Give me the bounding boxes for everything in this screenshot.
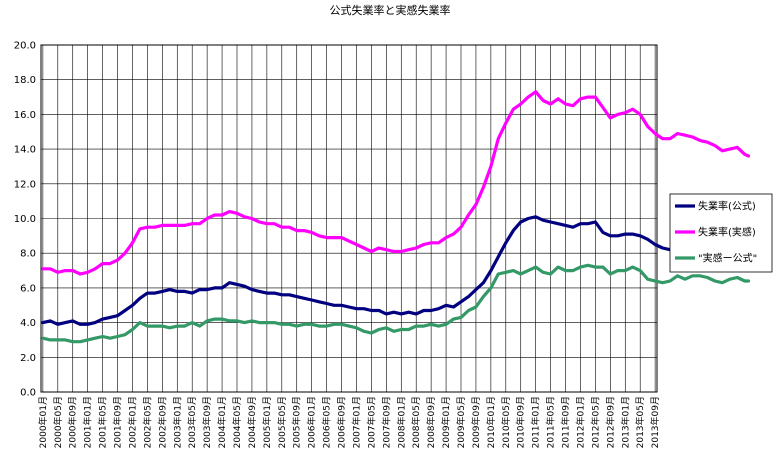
y-tick-label: 16.0	[14, 110, 36, 121]
x-tick-label: 2010年01月	[485, 396, 497, 448]
x-tick-label: 2008年05月	[410, 396, 422, 448]
legend-label: 失業率(公式)	[698, 200, 756, 213]
series-line	[41, 215, 751, 326]
x-tick-label: 2003年01月	[171, 396, 183, 448]
x-tick-label: 2003年05月	[186, 396, 198, 448]
plot-frame	[40, 44, 658, 393]
x-tick-label: 2009年09月	[470, 396, 482, 448]
x-tick-label: 2005年01月	[261, 396, 273, 448]
x-tick-label: 2005年09月	[291, 396, 303, 448]
x-tick-label: 2010年05月	[500, 396, 512, 448]
x-tick-label: 2008年09月	[425, 396, 437, 448]
x-tick-label: 2004年05月	[231, 396, 243, 448]
y-tick-label: 0.0	[20, 388, 36, 399]
chart-title: 公式失業率と実感失業率	[330, 3, 451, 17]
x-tick-label: 2002年01月	[126, 396, 138, 448]
legend-label: "実感ー公式"	[698, 252, 757, 265]
legend: 失業率(公式) 失業率(実感) "実感ー公式"	[669, 193, 773, 273]
x-tick-label: 2004年01月	[216, 396, 228, 448]
x-tick-label: 2009年05月	[455, 396, 467, 448]
y-tick-label: 10.0	[14, 214, 36, 225]
x-tick-label: 2006年09月	[336, 396, 348, 448]
series-line	[41, 90, 751, 276]
x-tick-label: 2003年09月	[201, 396, 213, 448]
x-tick-label: 2006年01月	[306, 396, 318, 448]
series-line	[41, 263, 751, 344]
y-axis-ticks: 0.0 2.0 4.0 6.0 8.0 10.0 12.0 14.0 16.0 18.0 20.0	[14, 41, 36, 399]
y-tick-label: 2.0	[20, 353, 36, 364]
x-tick-label: 2001年01月	[82, 396, 94, 448]
x-tick-label: 2002年09月	[156, 396, 168, 448]
x-tick-label: 2007年09月	[380, 396, 392, 448]
y-tick-label: 4.0	[20, 318, 36, 329]
x-tick-label: 2011年05月	[545, 396, 557, 448]
y-tick-label: 8.0	[20, 249, 36, 260]
x-axis-ticks: 2000年01月 2000年05月 2000年09月 2001年01月 2001年05月…	[37, 396, 661, 448]
x-tick-label: 2001年09月	[112, 396, 124, 448]
x-tick-label: 2012年09月	[604, 396, 616, 448]
x-tick-label: 2013年01月	[619, 396, 631, 448]
y-tick-label: 12.0	[14, 179, 36, 190]
y-tick-label: 6.0	[20, 283, 36, 294]
x-tick-label: 2009年01月	[440, 396, 452, 448]
x-tick-label: 2012年01月	[574, 396, 586, 448]
x-tick-label: 2007年05月	[365, 396, 377, 448]
x-tick-label: 2008年01月	[395, 396, 407, 448]
x-tick-label: 2005年05月	[276, 396, 288, 448]
x-tick-label: 2011年09月	[560, 396, 572, 448]
grid	[41, 44, 657, 393]
x-tick-label: 2000年01月	[37, 396, 49, 448]
x-tick-label: 2013年09月	[649, 396, 661, 448]
x-tick-label: 2000年09月	[67, 396, 79, 448]
x-tick-label: 2010年09月	[515, 396, 527, 448]
x-tick-label: 2012年05月	[589, 396, 601, 448]
x-tick-label: 2001年05月	[97, 396, 109, 448]
x-tick-label: 2000年05月	[52, 396, 64, 448]
y-tick-label: 18.0	[14, 75, 36, 86]
x-tick-label: 2002年05月	[141, 396, 153, 448]
series-lines	[41, 90, 751, 344]
y-tick-label: 20.0	[14, 41, 36, 52]
x-tick-label: 2011年01月	[530, 396, 542, 448]
legend-label: 失業率(実感)	[698, 226, 756, 239]
y-tick-label: 14.0	[14, 145, 36, 156]
x-tick-label: 2007年01月	[350, 396, 362, 448]
x-tick-label: 2006年05月	[321, 396, 333, 448]
x-tick-label: 2013年05月	[634, 396, 646, 448]
x-tick-label: 2004年09月	[246, 396, 258, 448]
